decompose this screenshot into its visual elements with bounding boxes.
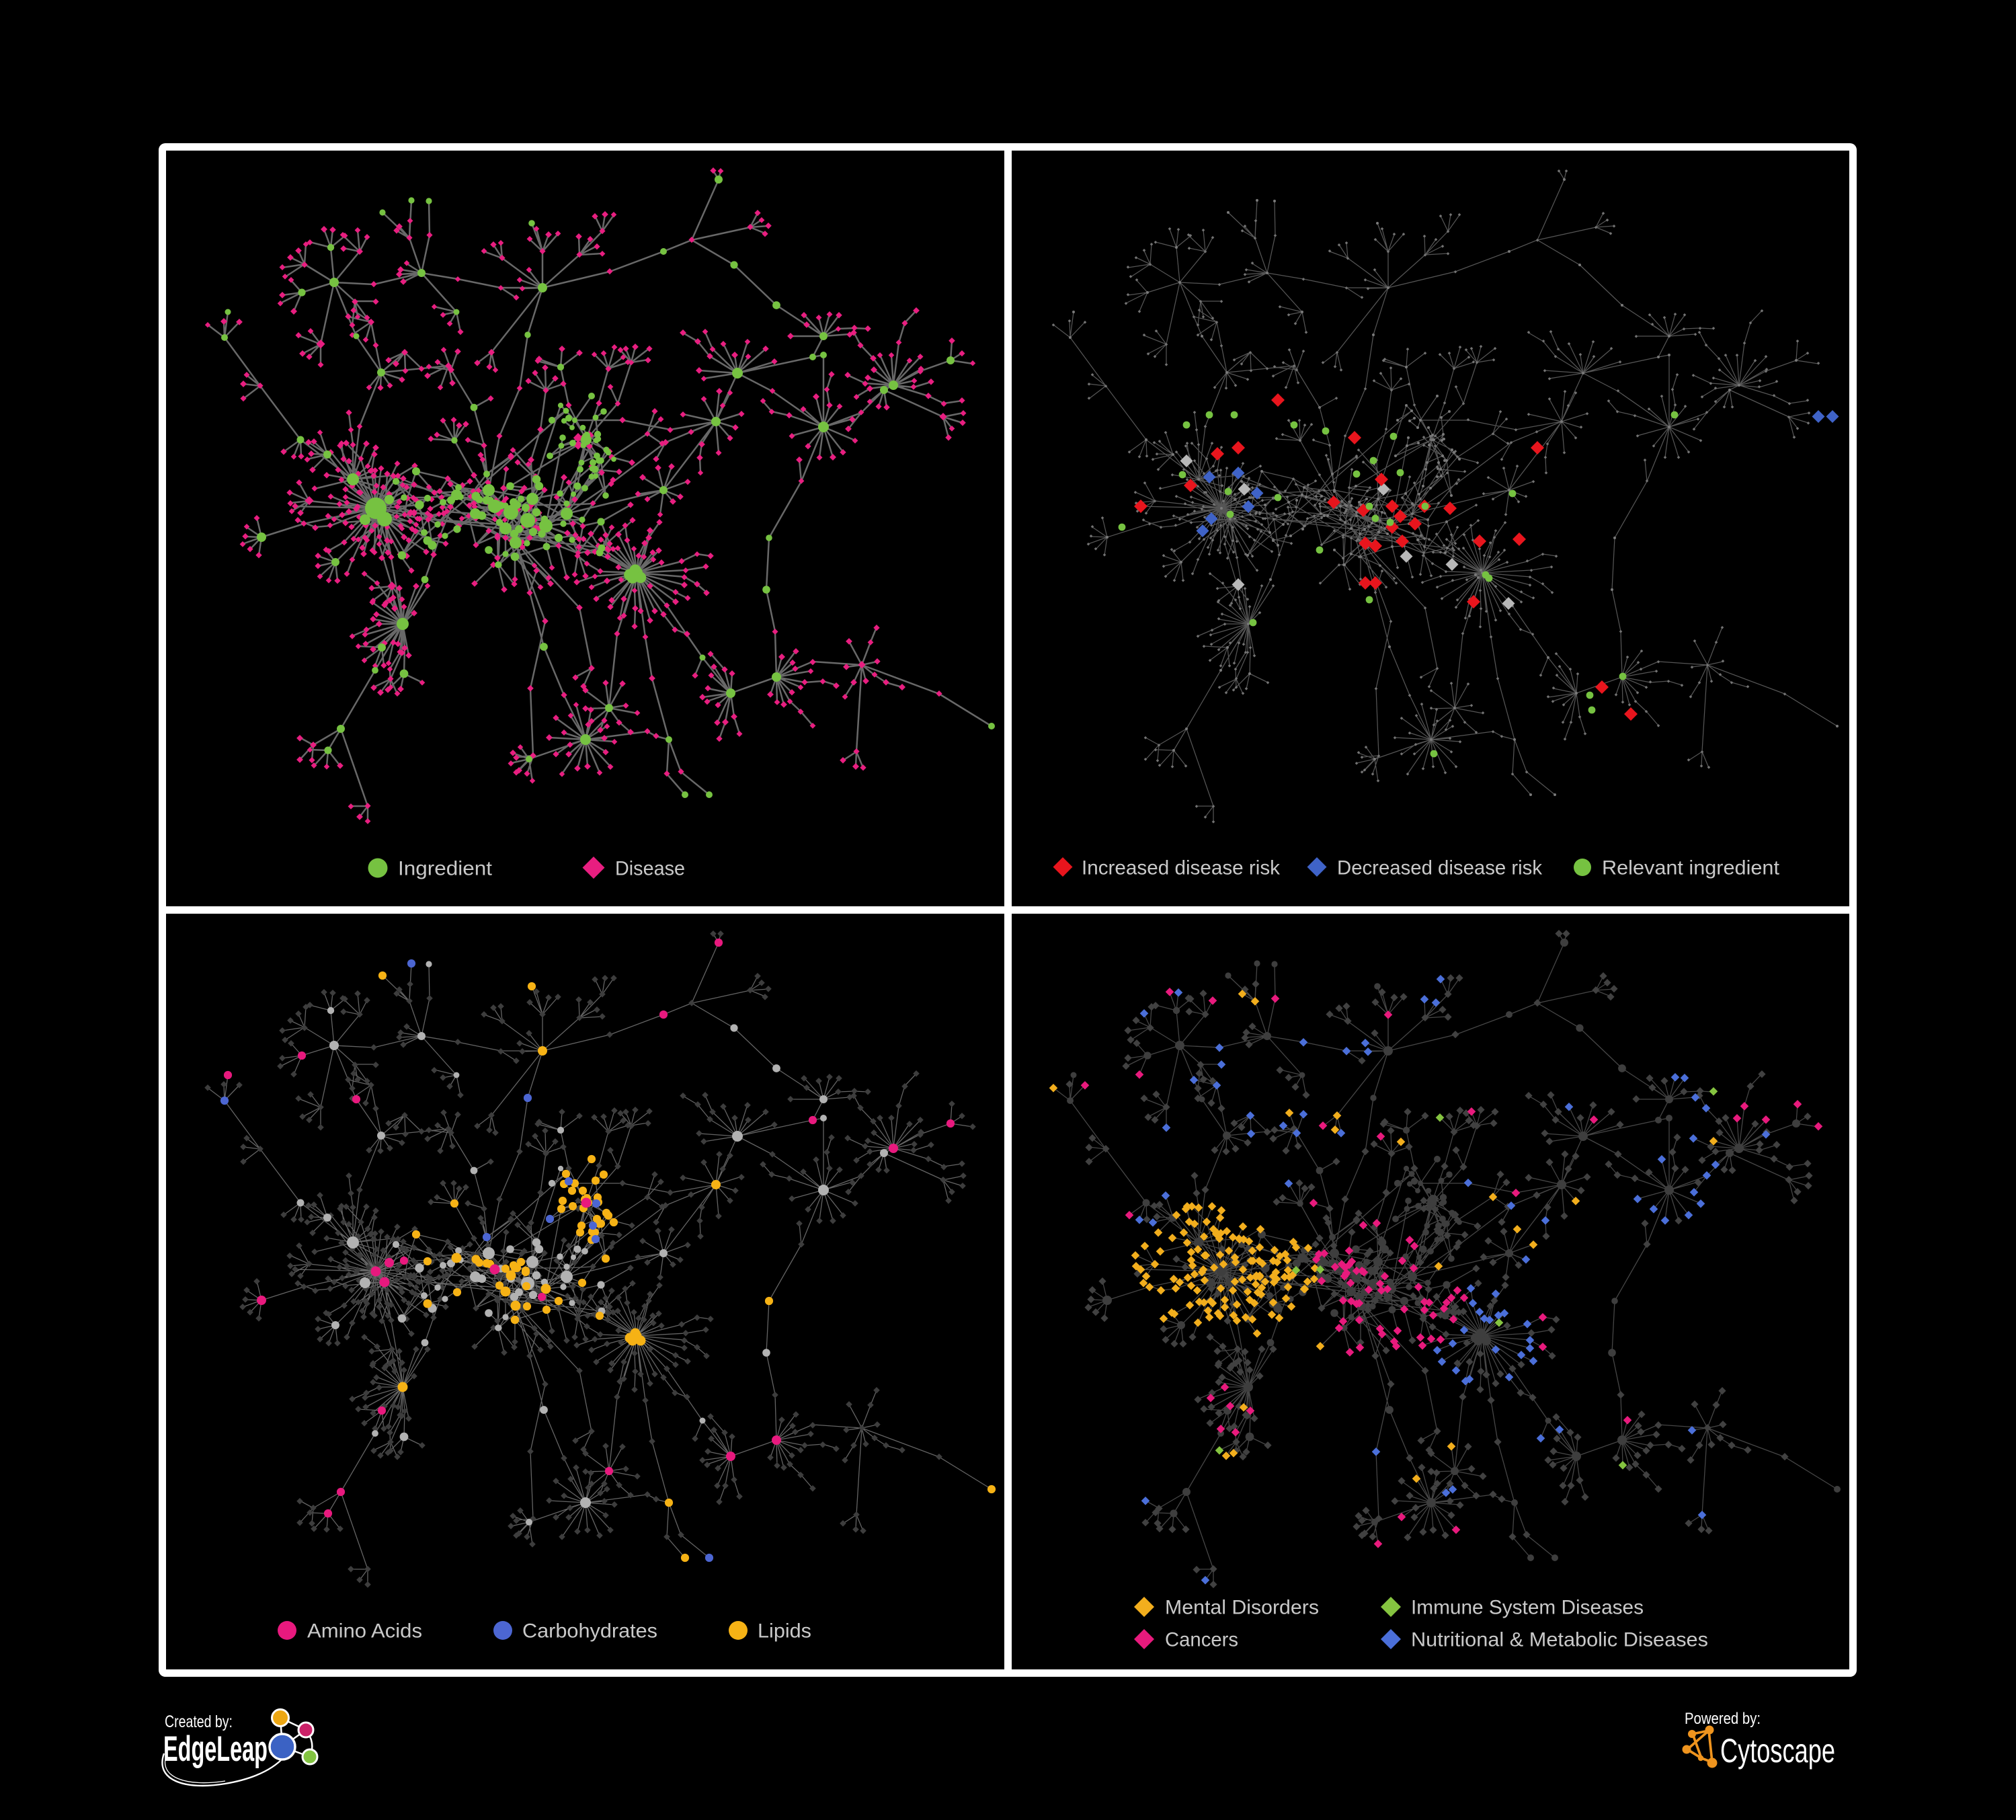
svg-text:Cancers: Cancers (1165, 1629, 1238, 1651)
svg-text:Carbohydrates: Carbohydrates (522, 1620, 657, 1643)
svg-text:Cytoscape: Cytoscape (1720, 1732, 1835, 1770)
svg-text:Decreased disease risk: Decreased disease risk (1337, 857, 1543, 879)
svg-text:Relevant ingredient: Relevant ingredient (1602, 857, 1780, 879)
svg-text:Immune System Diseases: Immune System Diseases (1411, 1597, 1644, 1619)
svg-text:Ingredient: Ingredient (398, 858, 493, 880)
svg-text:Disease: Disease (615, 858, 685, 880)
svg-text:Nutritional & Metabolic Diseas: Nutritional & Metabolic Diseases (1411, 1629, 1708, 1651)
svg-text:Mental Disorders: Mental Disorders (1165, 1597, 1319, 1619)
svg-text:Lipids: Lipids (758, 1620, 811, 1643)
svg-text:Created by:: Created by: (165, 1712, 233, 1731)
svg-text:Amino Acids: Amino Acids (307, 1620, 422, 1643)
svg-text:EdgeLeap: EdgeLeap (163, 1729, 268, 1769)
svg-text:Powered by:: Powered by: (1685, 1710, 1761, 1728)
svg-text:Increased disease risk: Increased disease risk (1082, 857, 1281, 879)
